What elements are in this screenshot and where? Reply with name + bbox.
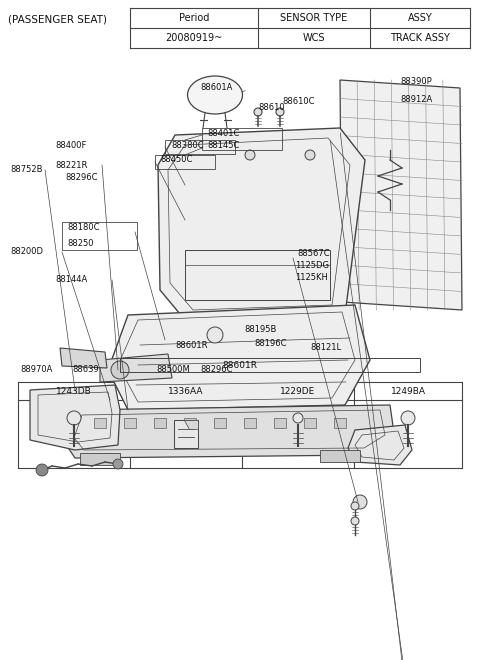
Text: 88752B: 88752B bbox=[10, 166, 43, 174]
Bar bbox=[244, 418, 256, 428]
Text: 1125DG: 1125DG bbox=[295, 261, 329, 269]
Text: ASSY: ASSY bbox=[408, 13, 432, 23]
Bar bbox=[80, 453, 120, 465]
Circle shape bbox=[353, 495, 367, 509]
Text: 1249BA: 1249BA bbox=[391, 387, 425, 395]
Text: 88567C: 88567C bbox=[297, 249, 330, 257]
Text: 1336AA: 1336AA bbox=[168, 387, 204, 395]
Bar bbox=[334, 418, 346, 428]
Bar bbox=[62, 222, 137, 250]
Text: 88195B: 88195B bbox=[244, 325, 276, 335]
Text: Period: Period bbox=[179, 13, 209, 23]
Polygon shape bbox=[30, 385, 120, 450]
Text: WCS: WCS bbox=[303, 33, 325, 43]
Polygon shape bbox=[158, 128, 365, 320]
Bar bbox=[274, 418, 286, 428]
Bar bbox=[202, 128, 282, 150]
Circle shape bbox=[401, 411, 415, 425]
Bar bbox=[214, 418, 226, 428]
Text: 88144A: 88144A bbox=[55, 275, 87, 284]
Bar bbox=[184, 418, 196, 428]
Bar bbox=[120, 358, 420, 372]
Text: 88390P: 88390P bbox=[400, 77, 432, 86]
Text: 88450C: 88450C bbox=[160, 156, 192, 164]
Text: 88296C: 88296C bbox=[200, 366, 232, 374]
Text: 88601R: 88601R bbox=[175, 341, 207, 350]
Text: 1229DE: 1229DE bbox=[280, 387, 316, 395]
Polygon shape bbox=[60, 348, 107, 368]
Text: 1125KH: 1125KH bbox=[295, 273, 328, 282]
Text: 88401C: 88401C bbox=[207, 129, 240, 137]
Circle shape bbox=[113, 459, 123, 469]
Text: 88639: 88639 bbox=[72, 366, 99, 374]
Polygon shape bbox=[108, 305, 370, 410]
Text: 88400F: 88400F bbox=[55, 141, 86, 150]
Circle shape bbox=[254, 108, 262, 116]
Circle shape bbox=[67, 411, 81, 425]
Bar bbox=[185, 250, 330, 300]
Bar bbox=[124, 418, 136, 428]
Text: 88200D: 88200D bbox=[10, 248, 43, 257]
Text: 88601A: 88601A bbox=[200, 84, 232, 92]
Text: 88610C: 88610C bbox=[282, 98, 314, 106]
Bar bbox=[304, 418, 316, 428]
Circle shape bbox=[293, 413, 303, 423]
Text: 88500M: 88500M bbox=[156, 366, 190, 374]
Text: 88180C: 88180C bbox=[67, 224, 99, 232]
Text: 88380C: 88380C bbox=[171, 141, 204, 150]
Bar bbox=[165, 140, 235, 154]
Circle shape bbox=[305, 150, 315, 160]
Bar bbox=[320, 450, 360, 462]
Text: SENSOR TYPE: SENSOR TYPE bbox=[280, 13, 348, 23]
Ellipse shape bbox=[188, 76, 242, 114]
Text: 88250: 88250 bbox=[67, 240, 94, 249]
Polygon shape bbox=[340, 80, 462, 310]
Text: 88145C: 88145C bbox=[207, 141, 240, 150]
Bar bbox=[155, 155, 215, 169]
Circle shape bbox=[351, 502, 359, 510]
Polygon shape bbox=[100, 354, 172, 382]
Text: 88296C: 88296C bbox=[65, 174, 97, 183]
Bar bbox=[154, 418, 166, 428]
Circle shape bbox=[245, 150, 255, 160]
Text: 88221R: 88221R bbox=[55, 160, 87, 170]
Text: 88121L: 88121L bbox=[310, 343, 341, 352]
Polygon shape bbox=[65, 405, 395, 458]
Text: TRACK ASSY: TRACK ASSY bbox=[390, 33, 450, 43]
Text: 88601R: 88601R bbox=[223, 360, 257, 370]
Polygon shape bbox=[348, 425, 412, 465]
Text: (PASSENGER SEAT): (PASSENGER SEAT) bbox=[8, 14, 107, 24]
Circle shape bbox=[351, 517, 359, 525]
Circle shape bbox=[276, 108, 284, 116]
Text: 88610: 88610 bbox=[258, 104, 285, 112]
Text: 1243DB: 1243DB bbox=[56, 387, 92, 395]
Circle shape bbox=[111, 361, 129, 379]
Text: 88912A: 88912A bbox=[400, 96, 432, 104]
Bar bbox=[174, 420, 198, 448]
Circle shape bbox=[207, 327, 223, 343]
Text: 88196C: 88196C bbox=[254, 339, 287, 348]
Bar bbox=[94, 418, 106, 428]
Circle shape bbox=[36, 464, 48, 476]
Text: 88970A: 88970A bbox=[20, 366, 52, 374]
Polygon shape bbox=[184, 420, 198, 429]
Text: 20080919~: 20080919~ bbox=[166, 33, 223, 43]
